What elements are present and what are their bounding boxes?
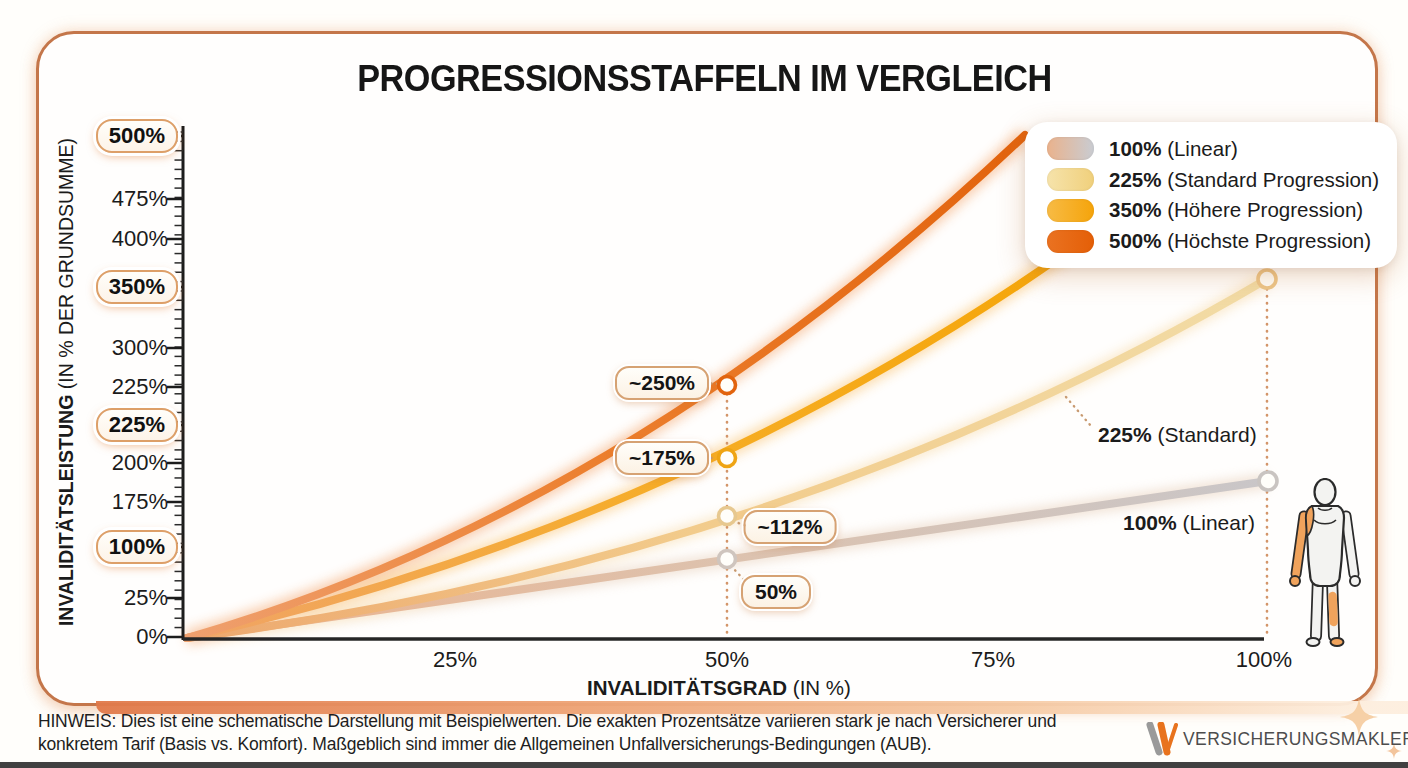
curve-label-standard: 225% (Standard) bbox=[1098, 423, 1257, 447]
curve-label-linear: 100% (Linear) bbox=[1123, 511, 1255, 535]
y-axis-badge-label: 100% bbox=[96, 530, 178, 564]
brand-checkmark-icon bbox=[1146, 722, 1178, 756]
legend-swatch-100 bbox=[1047, 137, 1094, 160]
y-axis-tick-label: 400% bbox=[112, 226, 168, 252]
x-axis-title-bold: INVALIDITÄTSGRAD bbox=[587, 676, 787, 699]
callout-112: ~112% bbox=[744, 510, 837, 544]
y-axis-tick-label: 25% bbox=[124, 585, 168, 611]
y-axis-title: INVALIDITÄTSLEISTUNG (IN % DER GRUNDSUMM… bbox=[55, 138, 78, 626]
y-axis-tick-label: 225% bbox=[112, 374, 168, 400]
disclaimer-note: HINWEIS: Dies ist eine schematische Dars… bbox=[38, 710, 1126, 757]
legend-value: 100% bbox=[1109, 137, 1161, 160]
legend-swatch-500 bbox=[1047, 230, 1094, 253]
legend-value: 350% bbox=[1109, 198, 1161, 221]
x-axis-tick-label: 50% bbox=[705, 647, 749, 673]
legend-swatch-350 bbox=[1047, 199, 1094, 222]
infographic-canvas: PROGRESSIONSSTAFFELN IM VERGLEICH bbox=[0, 0, 1408, 768]
legend-desc: (Höchste Progression) bbox=[1167, 229, 1371, 252]
y-axis-badge-label: 350% bbox=[96, 270, 178, 304]
callout-250: ~250% bbox=[615, 366, 709, 400]
legend-swatch-225 bbox=[1047, 168, 1094, 191]
callout-50: 50% bbox=[741, 575, 811, 609]
legend-item-350: 350% (Höhere Progression) bbox=[1047, 198, 1397, 222]
legend-desc: (Höhere Progression) bbox=[1167, 198, 1363, 221]
legend-value: 500% bbox=[1109, 229, 1161, 252]
y-axis-title-rest: (IN % DER GRUNDSUMME) bbox=[55, 138, 77, 395]
legend-item-500: 500% (Höchste Progression) bbox=[1047, 229, 1397, 253]
x-axis-title-rest: (IN %) bbox=[787, 676, 851, 699]
x-axis-tick-label: 25% bbox=[433, 647, 477, 673]
callout-175: ~175% bbox=[615, 441, 709, 475]
legend-item-225: 225% (Standard Progression) bbox=[1047, 168, 1397, 192]
y-axis-tick-label: 300% bbox=[112, 335, 168, 361]
legend-value: 225% bbox=[1109, 168, 1161, 191]
y-axis-tick-label: 475% bbox=[112, 186, 168, 212]
legend-desc: (Standard Progression) bbox=[1167, 168, 1379, 191]
body-figure-icon bbox=[1288, 478, 1362, 652]
y-axis-tick-label: 200% bbox=[112, 450, 168, 476]
legend-item-100: 100% (Linear) bbox=[1047, 137, 1397, 161]
y-axis-tick-label: 0% bbox=[136, 624, 168, 650]
y-axis-title-bold: INVALIDITÄTSLEISTUNG bbox=[55, 395, 77, 626]
y-axis-badge-label: 500% bbox=[96, 119, 178, 153]
brand-logo: VERSICHERUNGSMAKLER.AC bbox=[1146, 722, 1408, 756]
x-axis-tick-label: 100% bbox=[1236, 647, 1292, 673]
legend-desc: (Linear) bbox=[1167, 137, 1238, 160]
x-axis-tick-label: 75% bbox=[971, 647, 1015, 673]
x-axis-title: INVALIDITÄTSGRAD (IN %) bbox=[587, 676, 851, 700]
y-axis-badge-label: 225% bbox=[96, 408, 178, 442]
y-axis-tick-label: 175% bbox=[112, 489, 168, 515]
legend: 100% (Linear) 225% (Standard Progression… bbox=[1025, 122, 1397, 268]
bottom-bar bbox=[0, 762, 1408, 768]
brand-name: VERSICHERUNGSMAKLER.AC bbox=[1183, 729, 1408, 750]
